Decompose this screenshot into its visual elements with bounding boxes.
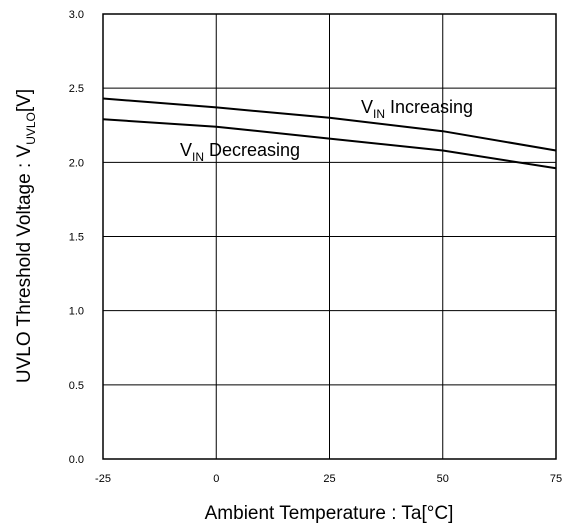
- grid-lines: [103, 14, 556, 459]
- series-label-increasing: VIN Increasing: [361, 97, 473, 121]
- x-tick-labels: -25 0 25 50 75: [95, 473, 562, 485]
- y-tick-label: 3.0: [69, 9, 84, 21]
- series-line-decreasing: [102, 118, 557, 170]
- x-tick-label: 50: [437, 473, 449, 485]
- y-tick-label: 1.0: [69, 306, 84, 318]
- y-tick-label: 2.0: [69, 157, 84, 169]
- y-tick-label: 0.5: [69, 380, 84, 392]
- y-axis-title: UVLO Threshold Voltage : VUVLO[V]: [14, 89, 38, 383]
- x-axis-title: Ambient Temperature : Ta[°C]: [205, 503, 454, 524]
- series-line-increasing: [102, 97, 557, 152]
- series-lines: [102, 97, 557, 170]
- x-tick-label: 0: [213, 473, 219, 485]
- x-tick-label: -25: [95, 473, 111, 485]
- plot-frame: [102, 13, 557, 460]
- y-tick-label: 0.0: [69, 454, 84, 466]
- y-tick-label: 2.5: [69, 83, 84, 95]
- x-tick-label: 25: [323, 473, 335, 485]
- y-tick-label: 1.5: [69, 232, 84, 244]
- series-label-decreasing: VIN Decreasing: [180, 140, 300, 164]
- y-tick-labels: 0.0 0.5 1.0 1.5 2.0 2.5 3.0: [69, 9, 84, 466]
- x-tick-label: 75: [550, 473, 562, 485]
